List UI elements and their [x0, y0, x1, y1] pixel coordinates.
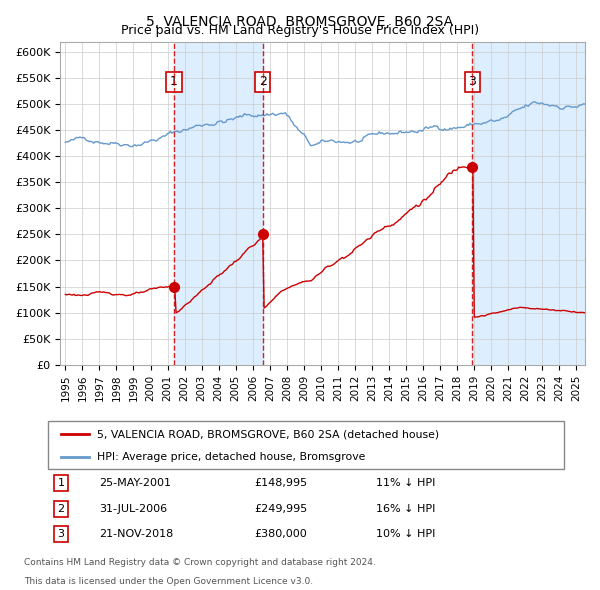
- Text: £249,995: £249,995: [254, 504, 308, 514]
- Text: HPI: Average price, detached house, Bromsgrove: HPI: Average price, detached house, Brom…: [97, 452, 365, 462]
- Text: 3: 3: [469, 76, 476, 88]
- Text: 1: 1: [170, 76, 178, 88]
- Text: 3: 3: [58, 529, 64, 539]
- Text: 10% ↓ HPI: 10% ↓ HPI: [376, 529, 435, 539]
- Text: 31-JUL-2006: 31-JUL-2006: [100, 504, 168, 514]
- Text: 1: 1: [58, 478, 64, 489]
- Text: 5, VALENCIA ROAD, BROMSGROVE, B60 2SA: 5, VALENCIA ROAD, BROMSGROVE, B60 2SA: [146, 15, 454, 29]
- Text: Contains HM Land Registry data © Crown copyright and database right 2024.: Contains HM Land Registry data © Crown c…: [24, 558, 376, 568]
- Text: £148,995: £148,995: [254, 478, 308, 489]
- Bar: [472, 41, 585, 365]
- Text: 21-NOV-2018: 21-NOV-2018: [100, 529, 174, 539]
- Text: 11% ↓ HPI: 11% ↓ HPI: [376, 478, 435, 489]
- Text: 16% ↓ HPI: 16% ↓ HPI: [376, 504, 435, 514]
- Text: 2: 2: [259, 76, 266, 88]
- Text: 5, VALENCIA ROAD, BROMSGROVE, B60 2SA (detached house): 5, VALENCIA ROAD, BROMSGROVE, B60 2SA (d…: [97, 429, 439, 439]
- FancyBboxPatch shape: [48, 421, 564, 469]
- Bar: [174, 41, 263, 365]
- Text: £380,000: £380,000: [254, 529, 307, 539]
- Text: This data is licensed under the Open Government Licence v3.0.: This data is licensed under the Open Gov…: [24, 578, 313, 586]
- Text: 25-MAY-2001: 25-MAY-2001: [100, 478, 172, 489]
- Text: Price paid vs. HM Land Registry's House Price Index (HPI): Price paid vs. HM Land Registry's House …: [121, 24, 479, 37]
- Text: 2: 2: [58, 504, 64, 514]
